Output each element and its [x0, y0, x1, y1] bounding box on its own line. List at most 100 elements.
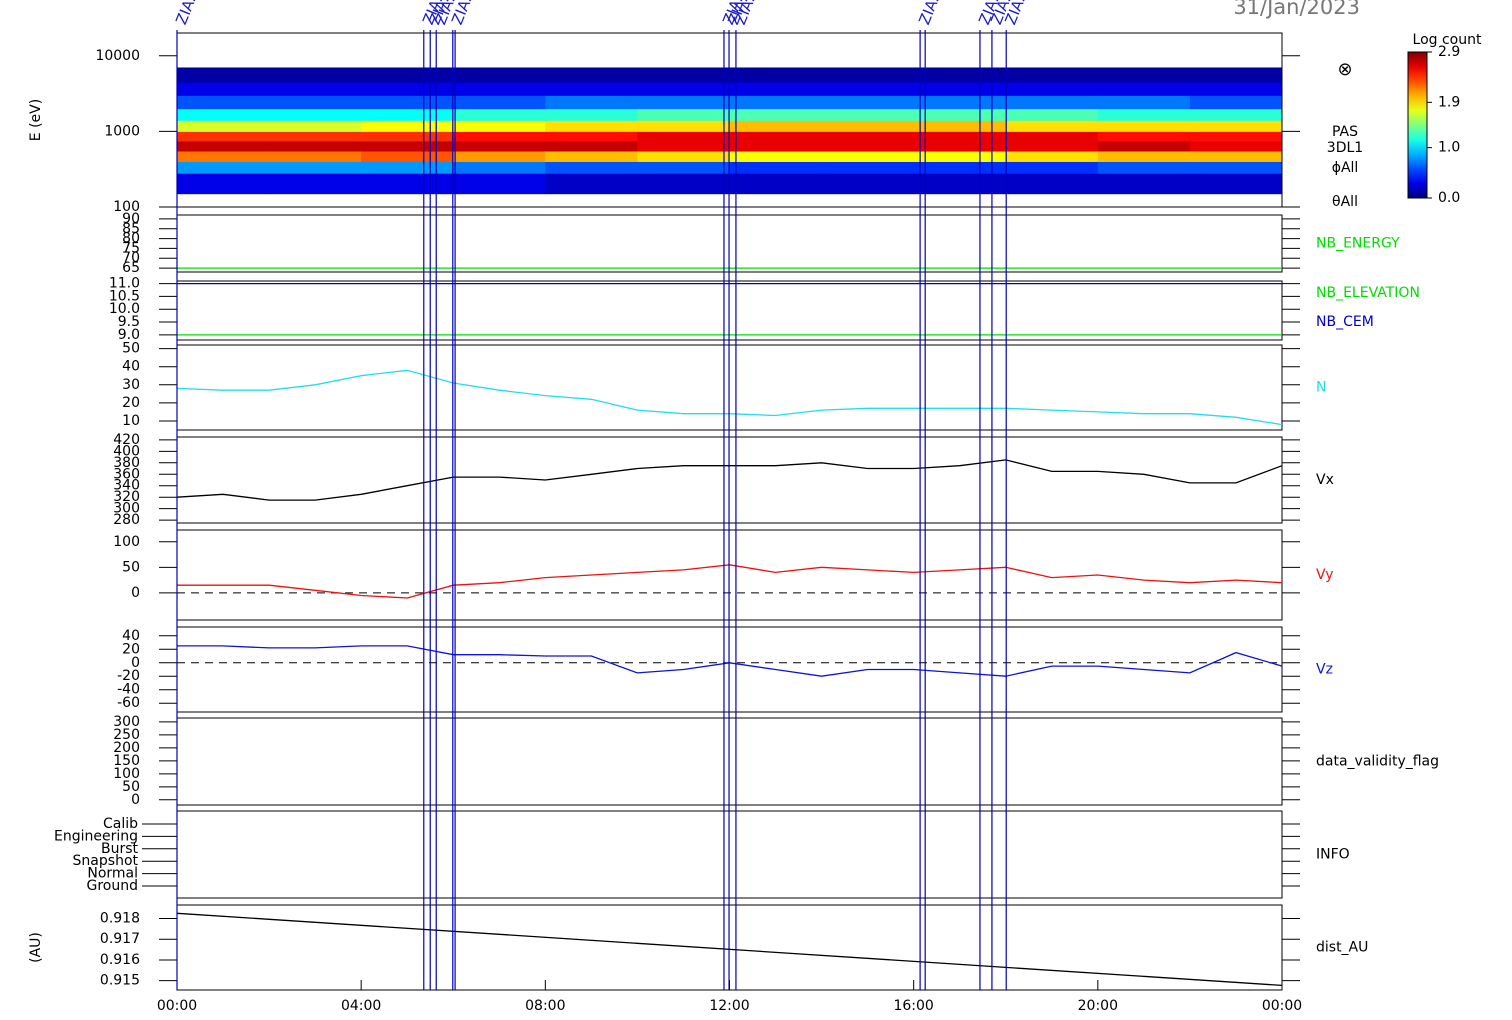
heatmap-cell [453, 173, 546, 195]
heatmap-cell [177, 108, 270, 121]
heatmap-cell [1005, 161, 1099, 174]
category-label: Ground [87, 878, 139, 894]
y-tick-label: 250 [113, 727, 140, 743]
heatmap-cell [177, 95, 270, 110]
heatmap-cell [1097, 108, 1191, 121]
heatmap-cell [269, 140, 362, 152]
colorbar [1407, 51, 1428, 199]
y-tick-label: 0.916 [100, 952, 140, 968]
y-tick-label: 20 [122, 395, 140, 411]
heatmap-cell [453, 67, 546, 83]
heatmap-cell [729, 151, 823, 162]
heatmap-cell [453, 161, 546, 174]
y-tick-label: 0.918 [100, 910, 140, 926]
heatmap-cell [1097, 95, 1191, 110]
y-axis-label: (AU) [28, 932, 44, 963]
heatmap-cell [361, 120, 454, 132]
heatmap-cell [453, 140, 546, 152]
y-tick-label: 30 [122, 377, 140, 393]
y-tick-label: 320 [113, 489, 140, 505]
heatmap-cell [1189, 95, 1283, 110]
category-label: Normal [87, 866, 138, 882]
heatmap-cell [1189, 131, 1283, 142]
heatmap-cell [1097, 173, 1191, 195]
heatmap-cell [545, 173, 638, 195]
heatmap-cell [821, 81, 915, 96]
heatmap-cell [453, 108, 546, 121]
y-axis-label: E (eV) [28, 99, 44, 141]
heatmap-cell [913, 140, 1007, 152]
heatmap-cell [177, 140, 270, 152]
x-tick-label: 16:00 [893, 998, 933, 1014]
right-label: 3DL1 [1327, 140, 1363, 156]
heatmap-cell [177, 81, 270, 96]
x-tick-label: 04:00 [341, 998, 381, 1014]
heatmap-cell [545, 140, 638, 152]
y-tick-label: 100 [113, 534, 140, 550]
heatmap-cell [361, 95, 454, 110]
heatmap-cell [453, 81, 546, 96]
heatmap-cell [1097, 81, 1191, 96]
heatmap-cell [1005, 173, 1099, 195]
category-label: Calib [103, 816, 138, 832]
heatmap-cell [177, 161, 270, 174]
heatmap-cell [1189, 120, 1283, 132]
heatmap-cell [821, 95, 915, 110]
y-tick-label: 400 [113, 443, 140, 459]
heatmap-cell [729, 108, 823, 121]
y-tick-label: 100 [113, 766, 140, 782]
heatmap-cell [1005, 81, 1099, 96]
heatmap-cell [821, 67, 915, 83]
heatmap-cell [913, 161, 1007, 174]
y-tick-label: 9.5 [118, 314, 140, 330]
heatmap-cell [545, 161, 638, 174]
y-tick-label: -40 [117, 682, 140, 698]
y-tick-label: 85 [122, 221, 140, 237]
heatmap-cell [545, 151, 638, 162]
y-tick-label: 300 [113, 714, 140, 730]
y-tick-label: 10.5 [109, 288, 140, 304]
heatmap-cell [637, 67, 730, 83]
heatmap-cell [637, 108, 730, 121]
event-label: ZIAS [915, 0, 945, 27]
y-tick-label: 0 [131, 792, 140, 808]
heatmap-cell [361, 131, 454, 142]
y-tick-label: 75 [122, 240, 140, 256]
series-name: Vy [1316, 567, 1334, 583]
y-tick-label: 10.0 [109, 301, 140, 317]
x-tick-label: 20:00 [1078, 998, 1118, 1014]
heatmap-cell [637, 81, 730, 96]
heatmap-cell [177, 131, 270, 142]
heatmap-cell [269, 95, 362, 110]
heatmap-cell [361, 173, 454, 195]
heatmap-cell [1189, 67, 1283, 83]
heatmap-cell [637, 131, 730, 142]
heatmap-cell [269, 161, 362, 174]
y-tick-label: 0.915 [100, 973, 140, 989]
heatmap-cell [269, 67, 362, 83]
y-tick-label: 0 [131, 655, 140, 671]
heatmap-cell [913, 173, 1007, 195]
event-label: ZIAS [172, 0, 202, 27]
heatmap-cell [545, 108, 638, 121]
heatmap-cell [453, 131, 546, 142]
y-tick-label: 50 [122, 779, 140, 795]
y-tick-label: 50 [122, 559, 140, 575]
series-name: NB_CEM [1316, 314, 1374, 330]
heatmap-cell [913, 67, 1007, 83]
heatmap-cell [1097, 120, 1191, 132]
y-tick-label: 40 [122, 628, 140, 644]
heatmap-cell [1189, 173, 1283, 195]
y-tick-label: 90 [122, 211, 140, 227]
heatmap-cell [913, 108, 1007, 121]
series-name: NB_ENERGY [1316, 236, 1400, 252]
category-label: Snapshot [73, 853, 139, 869]
heatmap-cell [637, 140, 730, 152]
heatmap-cell [269, 151, 362, 162]
category-label: Burst [101, 841, 139, 857]
heatmap-cell [1189, 140, 1283, 152]
y-tick-label: 10 [122, 413, 140, 429]
heatmap-cell [1005, 140, 1099, 152]
y-tick-label: 360 [113, 466, 140, 482]
